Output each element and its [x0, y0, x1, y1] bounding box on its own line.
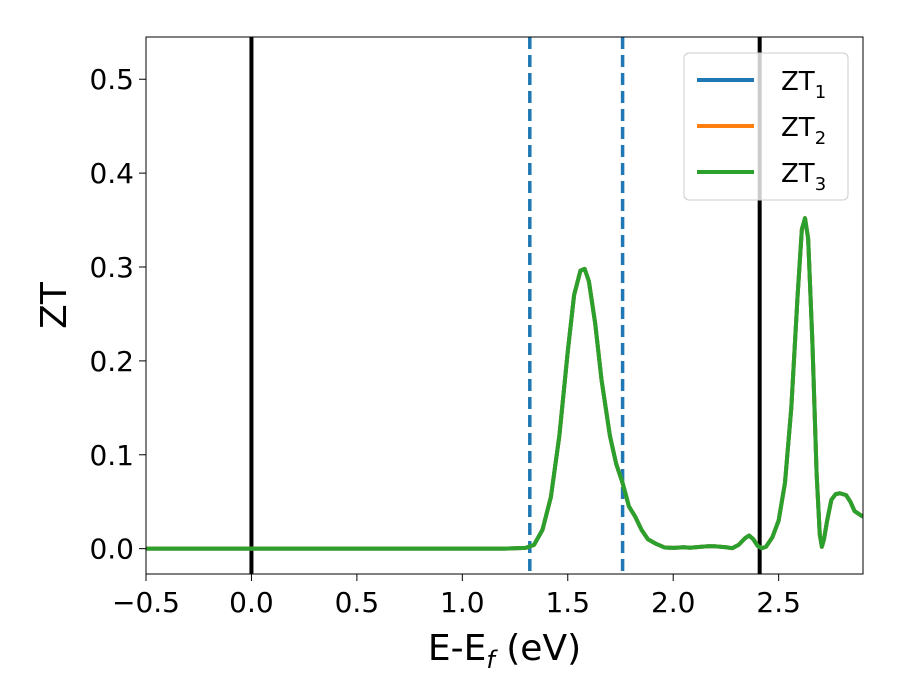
y-tick-label: 0.4	[89, 157, 134, 190]
series-line-zt2	[146, 216, 863, 551]
legend: ZT1 ZT2 ZT3	[683, 52, 849, 201]
y-tick-label: 0.1	[89, 439, 134, 472]
legend-box	[683, 52, 849, 201]
legend-label: ZT1	[781, 67, 826, 103]
x-axis-ticks: −0.5 0.0 0.5 1.0 1.5 2.0 2.5	[112, 574, 801, 619]
x-tick-label: 2.5	[756, 586, 801, 619]
x-axis-label: E-Ef (eV)	[428, 628, 581, 674]
y-tick-label: 0.5	[89, 63, 134, 96]
y-axis-label: ZT	[34, 281, 75, 329]
x-tick-label: 0.0	[229, 586, 274, 619]
x-tick-label: 2.0	[651, 586, 696, 619]
x-tick-label: 1.5	[545, 586, 590, 619]
x-tick-label: 0.5	[335, 586, 380, 619]
y-tick-label: 0.0	[89, 533, 134, 566]
axes-frame	[145, 36, 864, 575]
reference-lines	[249, 37, 762, 574]
series-lines	[146, 216, 863, 551]
y-axis-ticks: 0.0 0.1 0.2 0.3 0.4 0.5	[89, 63, 146, 566]
x-tick-label: −0.5	[112, 586, 180, 619]
y-tick-label: 0.2	[89, 345, 134, 378]
series-line-zt3	[146, 216, 863, 551]
legend-label: ZT2	[781, 113, 826, 149]
series-line-zt1	[146, 216, 863, 551]
y-tick-label: 0.3	[89, 251, 134, 284]
x-tick-label: 1.0	[440, 586, 485, 619]
legend-label: ZT3	[781, 159, 826, 195]
